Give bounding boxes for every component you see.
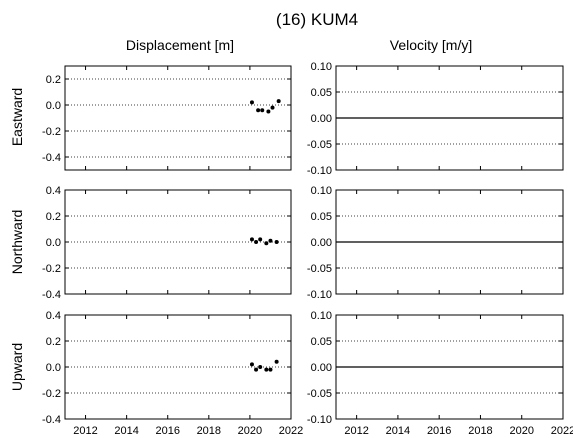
y-tick-label: 0.4 bbox=[46, 310, 61, 322]
data-point bbox=[249, 362, 254, 367]
row-label-northward: Northward bbox=[9, 210, 25, 275]
data-point bbox=[258, 237, 263, 242]
x-tick-label: 2020 bbox=[238, 425, 262, 437]
y-tick-label: 0.0 bbox=[46, 100, 61, 112]
upward-velocity-panel: 0.10 0.05 0.00 -0.05 -0.10 2012 2014 2016 2018 20… bbox=[307, 310, 573, 437]
data-point bbox=[266, 109, 271, 114]
data-point bbox=[274, 240, 279, 244]
eastward-displacement-panel: 0.2 0.0 -0.2 -0.4 bbox=[42, 65, 292, 171]
y-tick-label: 0.05 bbox=[311, 211, 332, 223]
y-tick-label: -0.05 bbox=[307, 263, 332, 275]
data-point bbox=[249, 100, 254, 105]
y-tick-label: 0.00 bbox=[311, 362, 332, 374]
y-tick-label: 0.4 bbox=[46, 185, 61, 197]
data-point bbox=[276, 99, 281, 104]
y-tick-label: -0.4 bbox=[42, 414, 61, 426]
x-tick-label: 2016 bbox=[155, 425, 179, 437]
y-tick-label: -0.10 bbox=[307, 165, 332, 177]
column-title-velocity: Velocity [m/y] bbox=[390, 37, 472, 53]
y-tick-label: -0.2 bbox=[42, 263, 61, 275]
y-tick-label: 0.05 bbox=[311, 87, 332, 99]
figure-title: (16) KUM4 bbox=[276, 10, 358, 29]
data-point bbox=[260, 108, 265, 113]
y-tick-label: -0.2 bbox=[42, 388, 61, 400]
data-point bbox=[270, 105, 275, 110]
northward-velocity-panel: 0.10 0.05 0.00 -0.05 -0.10 bbox=[307, 185, 564, 301]
x-tick-label: 2020 bbox=[509, 425, 533, 437]
x-tick-label: 2016 bbox=[427, 425, 451, 437]
x-tick-label: 2022 bbox=[279, 425, 303, 437]
data-point bbox=[249, 237, 254, 242]
y-tick-label: 0.0 bbox=[46, 362, 61, 374]
y-tick-label: 0.2 bbox=[46, 74, 61, 86]
data-point bbox=[254, 367, 259, 372]
data-point bbox=[258, 365, 263, 369]
data-point bbox=[254, 240, 259, 244]
row-label-upward: Upward bbox=[9, 343, 25, 391]
y-tick-label: 0.10 bbox=[311, 310, 332, 322]
x-tick-label: 2012 bbox=[73, 425, 97, 437]
y-tick-label: 0.10 bbox=[311, 185, 332, 197]
data-point bbox=[256, 108, 261, 113]
data-point bbox=[264, 241, 269, 246]
y-tick-label: -0.2 bbox=[42, 126, 61, 138]
x-tick-label: 2012 bbox=[344, 425, 368, 437]
data-point bbox=[268, 238, 273, 243]
y-tick-label: -0.4 bbox=[42, 152, 61, 164]
data-point bbox=[264, 367, 269, 372]
data-point bbox=[274, 359, 279, 364]
y-tick-label: -0.10 bbox=[307, 289, 332, 301]
y-tick-label: -0.05 bbox=[307, 388, 332, 400]
y-tick-label: -0.4 bbox=[42, 289, 61, 301]
y-tick-label: -0.05 bbox=[307, 139, 332, 151]
x-tick-label: 2014 bbox=[386, 425, 410, 437]
y-tick-label: -0.10 bbox=[307, 414, 332, 426]
upward-displacement-panel: 0.4 0.2 0.0 -0.2 -0.4 2012 2014 2016 2018 2020 202… bbox=[42, 310, 303, 437]
y-tick-label: 0.2 bbox=[46, 211, 61, 223]
data-point bbox=[268, 367, 273, 372]
x-tick-label: 2022 bbox=[551, 425, 573, 437]
plot-frame bbox=[64, 65, 292, 171]
column-title-displacement: Displacement [m] bbox=[126, 37, 234, 53]
y-tick-label: 0.05 bbox=[311, 336, 332, 348]
eastward-velocity-panel: 0.10 0.05 0.00 -0.05 -0.10 bbox=[307, 61, 564, 177]
x-tick-label: 2018 bbox=[468, 425, 492, 437]
y-tick-label: 0.10 bbox=[311, 61, 332, 73]
row-label-eastward: Eastward bbox=[9, 88, 25, 146]
y-tick-label: 0.0 bbox=[46, 237, 61, 249]
y-tick-label: 0.2 bbox=[46, 336, 61, 348]
northward-displacement-panel: 0.4 0.2 0.0 -0.2 -0.4 bbox=[42, 185, 292, 301]
x-tick-label: 2014 bbox=[114, 425, 138, 437]
y-tick-label: 0.00 bbox=[311, 113, 332, 125]
chart-panels: 0.20.0-0.2-0.40.100.050.00-0.05-0.100.40… bbox=[42, 61, 573, 437]
y-tick-label: 0.00 bbox=[311, 237, 332, 249]
x-tick-label: 2018 bbox=[197, 425, 221, 437]
